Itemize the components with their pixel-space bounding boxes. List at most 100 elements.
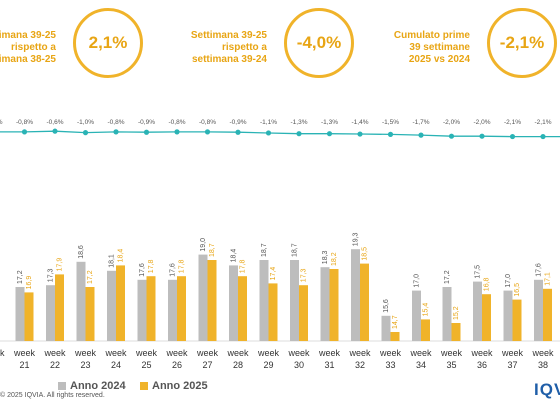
x-tick-label-bottom: 25	[141, 360, 151, 370]
cumulative-point	[21, 129, 28, 135]
cumulative-label: -2,0%	[474, 119, 491, 126]
x-tick-label-top: week	[196, 348, 219, 358]
cumulative-point	[143, 129, 150, 135]
bar-2024	[229, 265, 238, 341]
bar-2024-label: 19,3	[353, 232, 360, 246]
x-tick-label-bottom: 27	[202, 360, 212, 370]
cumulative-point	[235, 129, 241, 135]
cumulative-label: -2,0%	[443, 119, 460, 126]
cumulative-label: -1,0%	[77, 119, 94, 126]
cumulative-point	[113, 129, 119, 135]
bar-2025	[116, 265, 125, 341]
bar-2024	[107, 270, 116, 341]
x-tick-label-top: week	[379, 348, 402, 358]
bar-2024	[15, 287, 25, 341]
cumulative-label: -0,8%	[199, 119, 216, 126]
kpi-label-line: settimana 38-25	[0, 54, 56, 65]
bar-2025	[207, 260, 217, 341]
cumulative-point	[357, 131, 363, 137]
bar-2024-label: 18,3	[322, 250, 329, 264]
bar-2025-label: 17,4	[270, 267, 277, 281]
bar-2024-label: 18,6	[78, 245, 85, 259]
cumulative-label: -0,6%	[47, 119, 64, 126]
bar-2025	[24, 292, 34, 341]
bar-2025	[421, 319, 430, 341]
cumulative-label: -1,3%	[291, 119, 308, 126]
cumulative-point	[265, 130, 272, 136]
kpi-cumulative-circle: -2,1%	[487, 8, 557, 78]
bar-2024-label: 17,3	[48, 268, 55, 282]
legend-label: Anno 2025	[152, 380, 208, 392]
x-tick-label-top: week	[470, 348, 493, 358]
cumulative-point	[326, 131, 333, 137]
cumulative-point	[509, 133, 516, 140]
cumulative-label: -1,1%	[260, 119, 277, 126]
bar-2024	[46, 285, 55, 341]
kpi-label-line: Settimana 39-25	[0, 30, 56, 41]
bar-2024	[259, 260, 269, 341]
cumulative-point	[204, 129, 211, 135]
cumulative-label: -2,1%	[535, 119, 552, 126]
bar-2025	[512, 299, 522, 341]
x-tick-label-top: week	[318, 348, 341, 358]
x-tick-label-top: week	[74, 348, 97, 358]
bar-2024-label: 17,6	[139, 263, 146, 277]
x-tick-label-top: week	[287, 348, 310, 358]
cumulative-point	[448, 133, 455, 139]
kpi-label-line: 2025 vs 2024	[408, 54, 470, 65]
bar-2024-label: 18,7	[261, 243, 268, 257]
bar-2025	[85, 287, 95, 341]
bar-2024	[76, 261, 86, 341]
x-tick-label-bottom: 30	[294, 360, 304, 370]
x-tick-label-top: week	[348, 348, 371, 358]
bar-2025	[390, 332, 400, 341]
bar-2024	[290, 260, 299, 341]
cumulative-label: -1,4%	[352, 119, 369, 126]
kpi-label-line: Cumulato prime	[393, 30, 470, 41]
bar-2024-label: 17,2	[17, 270, 24, 284]
bar-2025-label: 16,5	[514, 283, 521, 297]
bar-2025	[268, 283, 278, 341]
x-tick-label-top: week	[257, 348, 280, 358]
kpi-yoy-week-label: Settimana 39-25 rispetto a settimana 39-…	[191, 30, 267, 66]
cumulative-point	[418, 132, 424, 138]
kpi-label-line: rispetto a	[221, 42, 267, 53]
bar-2024-label: 17,6	[170, 263, 177, 277]
x-tick-label-top: week	[440, 348, 463, 358]
kpi-label-line: Settimana 39-25	[190, 30, 267, 41]
cumulative-point	[479, 133, 485, 139]
bar-2025-label: 17,8	[179, 259, 186, 273]
x-tick-label-bottom: 23	[80, 360, 90, 370]
x-tick-label-top: week	[409, 348, 432, 358]
x-tick-label-bottom: 22	[50, 360, 60, 370]
bar-2025	[482, 294, 491, 341]
bar-2025-label: 17,9	[57, 258, 64, 272]
x-tick-label-bottom: 38	[538, 360, 548, 370]
bar-2025-label: 17,1	[545, 272, 552, 286]
x-tick-label-top: week	[13, 348, 36, 358]
iqvia-logo: IQVIA	[534, 380, 560, 399]
cumulative-point	[387, 131, 394, 137]
bar-2025-label: 18,7	[209, 243, 216, 257]
bar-2025	[177, 276, 186, 341]
bar-2024	[320, 267, 330, 341]
legend-swatch-2025	[140, 382, 148, 391]
cumulative-point	[540, 133, 546, 140]
bar-2024	[473, 281, 482, 341]
cumulative-label: -1,5%	[382, 119, 399, 126]
x-tick-label-bottom: 37	[507, 360, 517, 370]
bar-2025-label: 17,8	[240, 259, 247, 273]
x-tick-label-top: week	[501, 348, 524, 358]
bar-2025	[238, 276, 247, 341]
bar-2025	[299, 285, 308, 341]
x-tick-label-bottom: 24	[111, 360, 121, 370]
bar-2024	[503, 290, 513, 341]
bar-2025-label: 18,4	[118, 249, 125, 263]
kpi-label-line: 39 settimane	[409, 42, 470, 53]
legend-label: Anno 2024	[70, 380, 126, 392]
bar-2025-label: 16,9	[26, 276, 33, 290]
bar-2025-label: 17,2	[87, 270, 94, 284]
bar-2025-label: 15,4	[423, 303, 430, 317]
